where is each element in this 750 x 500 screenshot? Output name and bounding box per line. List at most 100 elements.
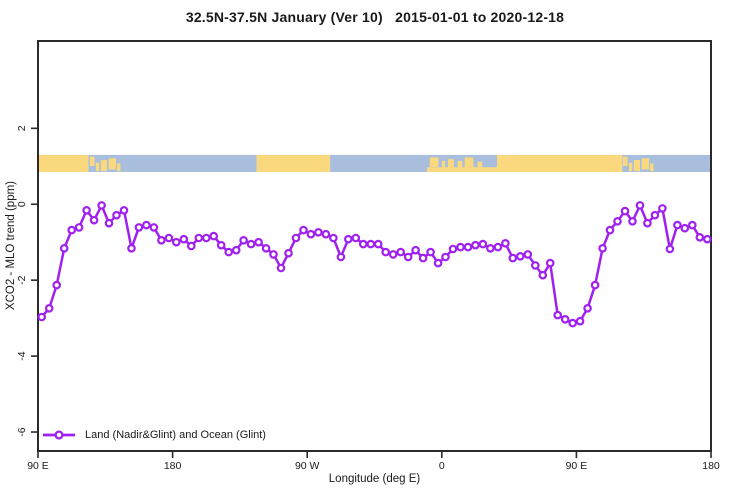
- map-strip-land-segment: [256, 154, 331, 172]
- data-point-marker: [358, 239, 368, 249]
- data-point-marker: [433, 258, 443, 268]
- map-strip-ocean-segment: [88, 154, 257, 172]
- data-point-marker: [343, 234, 353, 244]
- legend-series-symbol: [43, 430, 75, 440]
- data-point-marker: [127, 244, 136, 253]
- map-strip-land-segment: [496, 154, 623, 172]
- data-point-marker: [478, 239, 488, 249]
- data-point-marker: [209, 231, 219, 241]
- data-point-marker: [119, 206, 129, 215]
- map-strip-island: [633, 160, 640, 172]
- data-point-marker: [665, 244, 675, 254]
- x-tick-label: 90 E: [27, 460, 49, 472]
- data-point-marker: [202, 233, 211, 243]
- data-point-marker: [52, 280, 62, 290]
- data-point-marker: [628, 217, 637, 226]
- data-point-marker: [269, 250, 278, 259]
- data-point-marker: [329, 233, 338, 243]
- data-point-marker: [523, 250, 533, 259]
- map-strip-island: [89, 156, 95, 166]
- data-point-marker: [291, 233, 301, 243]
- data-point-marker: [172, 237, 181, 247]
- data-point-marker: [134, 223, 144, 232]
- map-strip-land-segment: [38, 154, 89, 172]
- data-point-marker: [306, 229, 316, 239]
- data-point-marker: [493, 242, 503, 252]
- x-tick-label: 0: [439, 460, 445, 472]
- plot-border: [37, 40, 712, 452]
- data-point-marker: [284, 248, 293, 258]
- data-point-marker: [388, 250, 398, 259]
- data-point-marker: [261, 244, 271, 253]
- data-point-marker: [702, 234, 712, 244]
- data-point-marker: [605, 225, 615, 235]
- data-point-marker: [508, 253, 518, 263]
- data-point-marker: [575, 316, 585, 326]
- data-point-marker: [224, 247, 234, 257]
- data-point-marker: [553, 310, 563, 320]
- data-point-marker: [515, 251, 525, 261]
- y-tick-label: 0: [16, 201, 28, 207]
- data-point-marker: [598, 244, 607, 253]
- map-strip-island: [650, 163, 654, 172]
- data-point-marker: [246, 239, 256, 249]
- data-point-marker: [82, 206, 91, 215]
- data-point-marker: [37, 312, 47, 322]
- data-point-marker: [560, 314, 570, 324]
- data-point-marker: [673, 220, 682, 230]
- data-point-marker: [426, 247, 435, 257]
- data-point-marker: [179, 234, 189, 244]
- data-point-marker: [112, 210, 121, 220]
- map-strip-island: [426, 167, 497, 172]
- x-tick-label: 90 W: [295, 460, 320, 472]
- data-point-marker: [194, 233, 204, 243]
- data-point-marker: [463, 242, 473, 252]
- data-point-marker: [89, 215, 99, 225]
- data-point-marker: [680, 223, 690, 233]
- data-point-marker: [149, 223, 159, 232]
- data-point-marker: [44, 303, 54, 313]
- data-point-marker: [104, 218, 114, 228]
- data-point-marker: [613, 217, 622, 226]
- data-point-marker: [254, 237, 263, 247]
- data-point-marker: [590, 280, 600, 290]
- x-tick-label: 180: [702, 460, 720, 472]
- data-point-marker: [336, 252, 346, 262]
- data-point-marker: [321, 229, 331, 239]
- data-point-marker: [448, 244, 458, 254]
- map-strip-island: [441, 160, 446, 168]
- data-point-marker: [157, 236, 166, 245]
- data-point-marker: [164, 233, 174, 243]
- data-point-marker: [59, 244, 69, 253]
- data-point-marker: [418, 253, 428, 263]
- data-point-marker: [74, 223, 84, 232]
- y-tick-label: -2: [16, 275, 28, 284]
- data-point-marker: [142, 220, 151, 230]
- data-point-marker: [583, 303, 592, 313]
- data-point-marker: [456, 242, 465, 252]
- data-point-marker: [239, 236, 248, 245]
- data-point-marker: [650, 210, 660, 220]
- map-strip-island: [477, 161, 483, 168]
- data-point-marker: [530, 261, 540, 270]
- legend: Land (Nadir&Glint) and Ocean (Glint): [42, 429, 266, 441]
- data-point-marker: [695, 233, 705, 242]
- data-point-marker: [396, 247, 406, 257]
- data-point-marker: [381, 247, 391, 257]
- map-strip-island: [108, 158, 117, 170]
- x-tick-label: 180: [164, 460, 182, 472]
- data-point-marker: [299, 225, 308, 235]
- data-point-marker: [620, 206, 630, 216]
- map-strip-island: [628, 162, 633, 172]
- data-point-marker: [658, 204, 667, 213]
- y-tick-label: -4: [16, 351, 28, 360]
- data-point-marker: [635, 201, 645, 210]
- data-point-marker: [187, 241, 196, 251]
- map-strip-island: [641, 158, 650, 170]
- map-strip-island: [622, 156, 628, 166]
- data-point-marker: [568, 318, 578, 328]
- data-point-marker: [403, 252, 413, 262]
- data-point-marker: [276, 263, 286, 273]
